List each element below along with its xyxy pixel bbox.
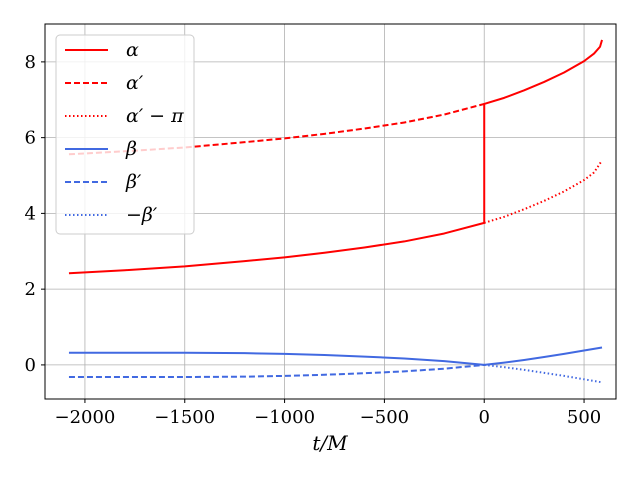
- x-tick-label: −2000: [54, 407, 115, 428]
- legend-label: −β′: [126, 204, 158, 226]
- x-tick-label: −1500: [154, 407, 215, 428]
- axis-ticks: −2000 −1500 −1000 −500 0 500 0 2 4 6 8: [25, 52, 602, 428]
- x-tick-label: 500: [567, 407, 601, 428]
- axes-frame: [44, 23, 617, 400]
- plot-series: [68, 39, 603, 384]
- y-tick-label: 4: [25, 203, 36, 224]
- x-tick-label: −500: [360, 407, 409, 428]
- series-line: [484, 363, 603, 384]
- legend-label: α′ − π: [126, 105, 184, 127]
- x-tick-label: 0: [479, 407, 490, 428]
- y-tick-label: 2: [25, 279, 36, 300]
- series-line: [483, 159, 603, 224]
- legend-label: β: [125, 138, 137, 160]
- series-line: [68, 346, 603, 366]
- y-tick-label: 0: [25, 355, 36, 376]
- legend: α α′ α′ − π β β′ −β′: [55, 34, 195, 235]
- x-axis-label: t/M: [312, 431, 348, 455]
- x-tick-label: −1000: [254, 407, 315, 428]
- legend-box: [55, 34, 195, 235]
- legend-label: β′: [125, 171, 142, 193]
- series-line: [68, 363, 485, 379]
- legend-label: α′: [126, 72, 144, 94]
- y-tick-label: 8: [25, 52, 36, 73]
- y-tick-label: 6: [25, 128, 36, 149]
- legend-label: α: [126, 39, 139, 61]
